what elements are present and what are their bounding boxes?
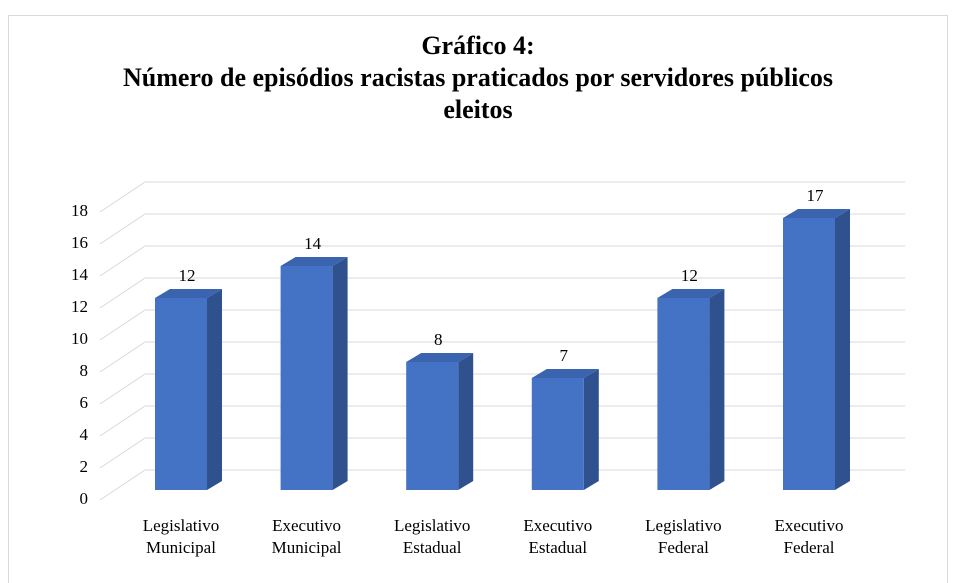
x-tick-label: Executivo Municipal bbox=[271, 516, 342, 557]
grid-line bbox=[99, 309, 905, 341]
bar-front bbox=[155, 298, 207, 490]
grid-line bbox=[99, 469, 905, 501]
grid-line bbox=[99, 277, 905, 309]
y-tick-label: 4 bbox=[80, 425, 89, 444]
bar-side bbox=[835, 209, 850, 490]
bar-side bbox=[458, 353, 474, 490]
grid-line bbox=[99, 437, 905, 469]
bar-side bbox=[583, 369, 599, 490]
bar-front bbox=[783, 218, 835, 490]
bar bbox=[783, 209, 850, 490]
bar-top bbox=[280, 257, 348, 266]
bar-front bbox=[657, 298, 710, 490]
y-tick-label: 18 bbox=[71, 201, 88, 220]
bar-top bbox=[406, 353, 474, 362]
bar-side bbox=[709, 289, 725, 490]
x-tick-label: Executivo Federal bbox=[774, 516, 844, 557]
y-tick-label: 16 bbox=[71, 233, 88, 252]
x-tick-label: Legislativo Federal bbox=[645, 516, 722, 557]
bar-top bbox=[657, 289, 725, 298]
bar-top bbox=[783, 209, 850, 218]
grid-line bbox=[99, 405, 905, 437]
grid-line bbox=[99, 341, 905, 373]
y-tick-label: 0 bbox=[80, 489, 89, 508]
value-label: 12 bbox=[179, 266, 196, 285]
bar bbox=[531, 369, 599, 490]
chart-title-block: Gráfico 4: Número de episódios racistas … bbox=[98, 30, 858, 126]
grid-line bbox=[99, 213, 905, 245]
bar bbox=[657, 289, 725, 490]
bar bbox=[280, 257, 348, 490]
value-label: 7 bbox=[560, 346, 569, 365]
bar-side bbox=[207, 289, 222, 490]
x-tick-label: Legislativo Municipal bbox=[142, 516, 220, 557]
bar-front bbox=[280, 266, 333, 490]
value-label: 12 bbox=[681, 266, 698, 285]
y-tick-label: 6 bbox=[80, 393, 89, 412]
y-tick-label: 14 bbox=[71, 265, 89, 284]
y-tick-label: 12 bbox=[71, 297, 88, 316]
grid-line bbox=[99, 373, 905, 405]
chart-subtitle: Número de episódios racistas praticados … bbox=[123, 63, 833, 124]
x-tick-label: Legislativo Estadual bbox=[393, 516, 471, 557]
bar-top bbox=[155, 289, 222, 298]
value-label: 17 bbox=[807, 186, 825, 205]
bar-front bbox=[406, 362, 459, 490]
y-tick-label: 2 bbox=[80, 457, 89, 476]
grid-line bbox=[99, 181, 905, 213]
value-label: 14 bbox=[304, 234, 322, 253]
chart-frame bbox=[8, 15, 948, 583]
x-tick-label: Executivo Estadual bbox=[523, 516, 593, 557]
grid-line bbox=[99, 245, 905, 277]
y-tick-label: 10 bbox=[71, 329, 88, 348]
value-label: 8 bbox=[434, 330, 443, 349]
bar-top bbox=[531, 369, 599, 378]
bar-front bbox=[531, 378, 584, 490]
bar bbox=[406, 353, 474, 490]
y-tick-label: 8 bbox=[80, 361, 89, 380]
bar-side bbox=[332, 257, 348, 490]
bar bbox=[155, 289, 222, 490]
chart-title: Gráfico 4: bbox=[421, 31, 535, 60]
